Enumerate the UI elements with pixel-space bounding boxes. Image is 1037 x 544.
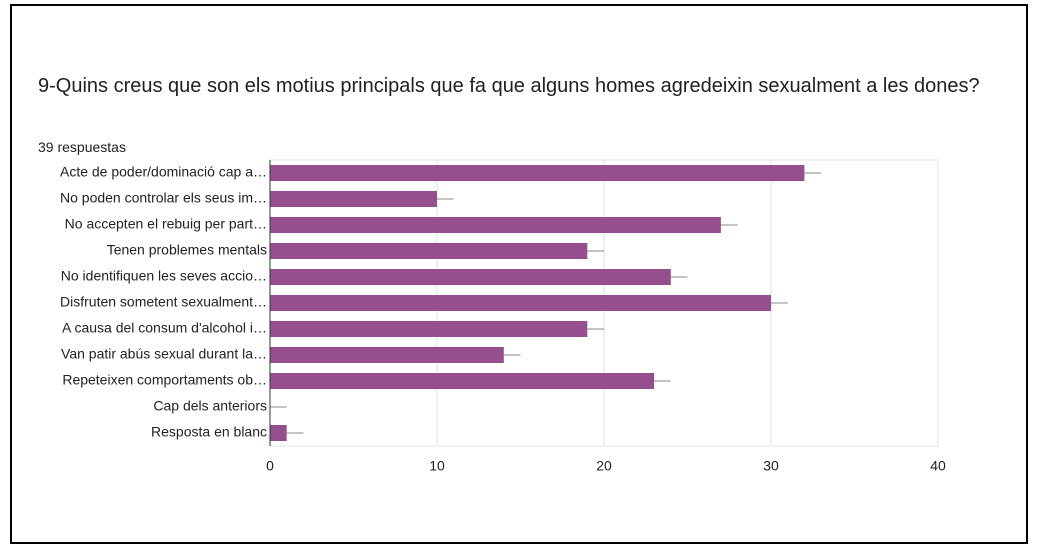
- y-tick-label: No accepten el rebuig per part…: [65, 216, 267, 232]
- bar: [270, 269, 671, 285]
- page: body { margin: 0; width: 1037px; height:…: [10, 4, 1028, 544]
- y-tick-label: Acte de poder/dominació cap a…: [60, 164, 267, 180]
- chart: 0 10 20 30 40 Acte de poder/dominació cap a… N…: [60, 159, 946, 474]
- bar: [270, 373, 655, 389]
- bar: [270, 321, 588, 337]
- y-tick-label: A causa del consum d'alcohol i…: [62, 320, 267, 336]
- bar: [270, 347, 504, 363]
- bar: [270, 217, 721, 233]
- bar: [270, 295, 771, 311]
- y-tick-label: No poden controlar els seus im…: [60, 190, 267, 206]
- response-count: 39 respuestas: [38, 139, 126, 155]
- x-tick-label: 40: [930, 458, 946, 474]
- page-body: 9-Quins creus que son els motius princip…: [10, 4, 1028, 544]
- chart-title: 9-Quins creus que son els motius princip…: [38, 75, 980, 97]
- bar: [270, 191, 437, 207]
- y-tick-label: Cap dels anteriors: [153, 398, 267, 414]
- y-tick-label: Van patir abús sexual durant la…: [61, 346, 267, 362]
- bar: [270, 165, 805, 181]
- bar: [270, 243, 588, 259]
- y-tick-label: Resposta en blanc: [151, 424, 267, 440]
- x-tick-label: 10: [429, 458, 445, 474]
- y-tick-label: Tenen problemes mentals: [107, 242, 267, 258]
- x-tick-label: 20: [596, 458, 612, 474]
- y-tick-label: Repeteixen comportaments ob…: [62, 372, 267, 388]
- bar: [270, 425, 287, 441]
- x-tick-label: 30: [763, 458, 779, 474]
- y-tick-label: No identifiquen les seves accio…: [61, 268, 267, 284]
- y-tick-label: Disfruten sometent sexualment…: [60, 294, 267, 310]
- x-tick-label: 0: [266, 458, 274, 474]
